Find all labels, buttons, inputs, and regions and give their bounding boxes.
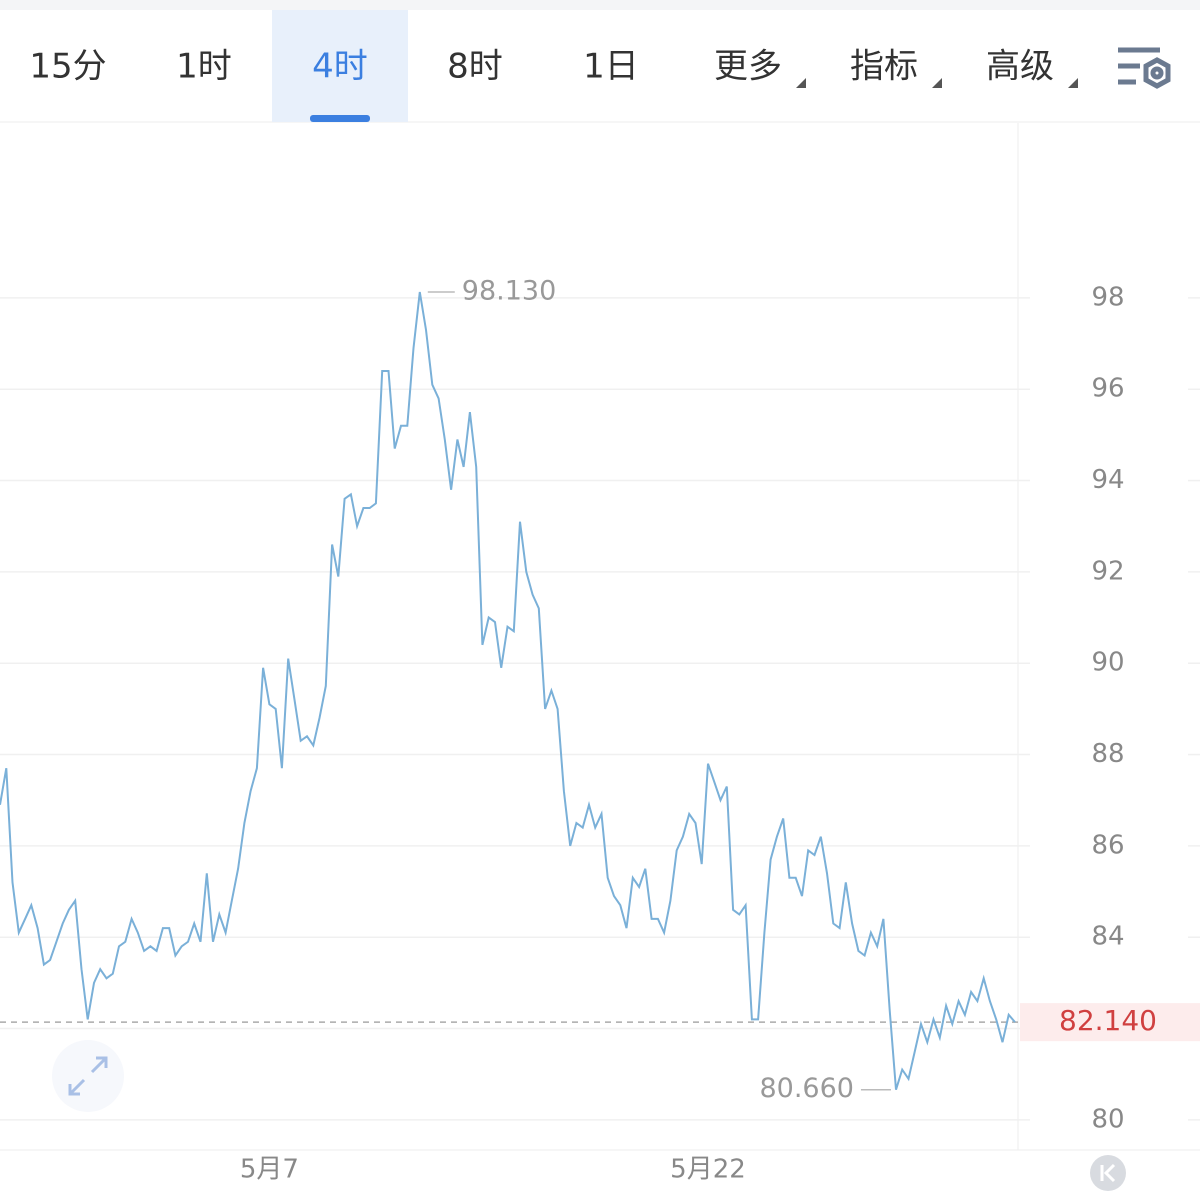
last-price-box — [1020, 1003, 1200, 1042]
price-line — [0, 291, 1016, 1090]
scroll-left-button[interactable] — [1090, 1155, 1126, 1191]
y-tick-label: 90 — [1091, 648, 1124, 678]
dropdown-caret — [1068, 78, 1078, 88]
y-tick-label: 96 — [1091, 374, 1124, 404]
tab[interactable]: 8时 — [447, 47, 503, 87]
y-tick-label: 86 — [1091, 830, 1124, 860]
x-tick-label: 5月7 — [240, 1155, 299, 1185]
last-price-label: 82.140 — [1059, 1004, 1157, 1037]
tab[interactable]: 指标 — [850, 47, 918, 87]
expand-button[interactable] — [52, 1040, 124, 1112]
status-strip — [0, 0, 1200, 10]
active-tab-indicator — [310, 115, 370, 122]
x-tick-label: 5月22 — [670, 1155, 746, 1185]
active-tab-bg — [272, 10, 408, 122]
dropdown-caret — [932, 78, 942, 88]
tab[interactable]: 更多 — [714, 47, 782, 87]
tab[interactable]: 1时 — [176, 47, 232, 87]
y-tick-label: 84 — [1091, 922, 1124, 952]
y-tick-label: 80 — [1091, 1104, 1124, 1134]
settings-icon[interactable] — [1118, 47, 1171, 89]
y-tick-label: 98 — [1091, 282, 1124, 312]
tab[interactable]: 1日 — [583, 47, 639, 87]
annotation-label: 98.130 — [462, 275, 556, 306]
dropdown-caret — [796, 78, 806, 88]
y-tick-label: 94 — [1091, 465, 1124, 495]
y-tick-label: 92 — [1091, 556, 1124, 586]
tab[interactable]: 4时 — [312, 47, 368, 87]
tab[interactable]: 15分 — [29, 47, 106, 87]
y-tick-label: 88 — [1091, 739, 1124, 769]
tab[interactable]: 高级 — [986, 47, 1054, 87]
annotation-label: 80.660 — [759, 1073, 853, 1104]
